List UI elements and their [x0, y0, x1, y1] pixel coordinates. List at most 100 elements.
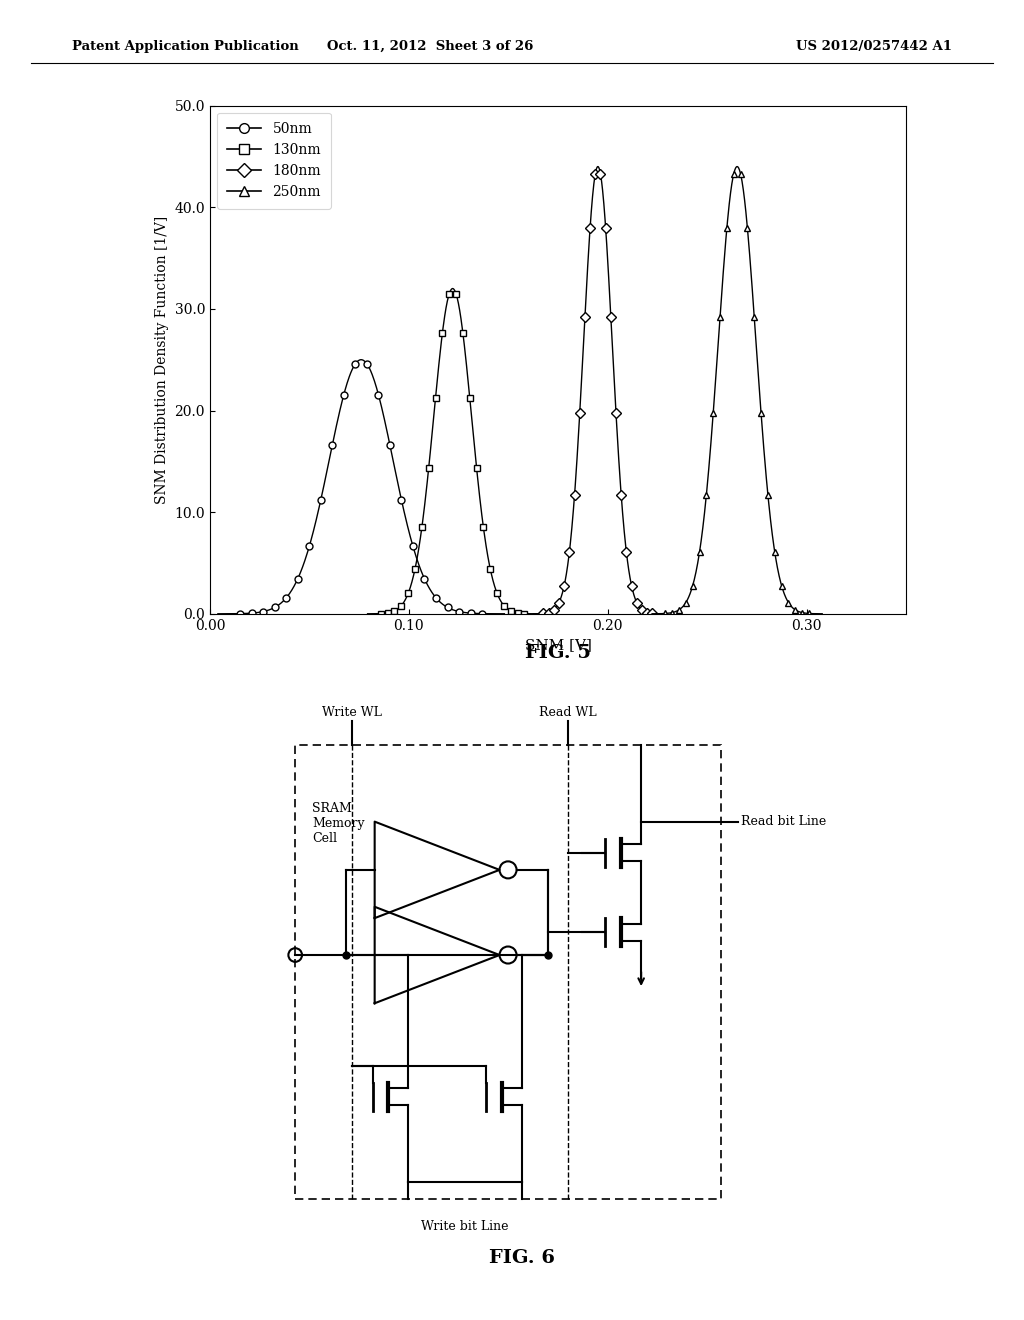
250nm	[762, 487, 774, 503]
250nm	[680, 594, 692, 610]
250nm	[707, 405, 719, 421]
130nm	[436, 325, 449, 341]
Text: Oct. 11, 2012  Sheet 3 of 26: Oct. 11, 2012 Sheet 3 of 26	[327, 40, 534, 53]
X-axis label: SNM [V]: SNM [V]	[524, 638, 592, 652]
250nm	[749, 309, 761, 325]
50nm	[453, 603, 465, 619]
250nm	[775, 578, 787, 594]
250nm	[728, 166, 740, 182]
50nm	[430, 590, 442, 606]
180nm	[621, 544, 633, 560]
180nm	[573, 405, 586, 421]
50nm	[338, 387, 350, 403]
50nm	[246, 605, 258, 620]
130nm	[477, 520, 489, 536]
Y-axis label: SNM Distribution Density Function [1/V]: SNM Distribution Density Function [1/V]	[155, 215, 169, 504]
180nm	[594, 166, 606, 182]
130nm	[402, 586, 415, 602]
250nm	[796, 605, 808, 620]
Text: FIG. 5: FIG. 5	[525, 644, 591, 663]
250nm	[790, 602, 802, 618]
250nm	[769, 544, 781, 560]
130nm	[450, 286, 462, 302]
Text: SRAM
Memory
Cell: SRAM Memory Cell	[312, 801, 365, 845]
Line: 130nm: 130nm	[378, 290, 528, 616]
250nm	[741, 220, 754, 236]
50nm	[419, 570, 431, 586]
180nm	[636, 602, 648, 618]
50nm	[476, 606, 488, 622]
130nm	[457, 325, 469, 341]
50nm	[327, 437, 339, 453]
50nm	[373, 387, 385, 403]
180nm	[610, 405, 623, 421]
Text: Write bit Line: Write bit Line	[422, 1220, 509, 1233]
130nm	[464, 389, 476, 405]
Text: US 2012/0257442 A1: US 2012/0257442 A1	[797, 40, 952, 53]
180nm	[579, 309, 591, 325]
130nm	[423, 461, 435, 477]
180nm	[626, 578, 638, 594]
50nm	[314, 492, 327, 508]
180nm	[641, 605, 653, 620]
50nm	[281, 590, 293, 606]
130nm	[388, 603, 400, 619]
180nm	[543, 605, 555, 620]
180nm	[538, 606, 550, 622]
50nm	[292, 570, 304, 586]
180nm	[631, 594, 643, 610]
180nm	[553, 594, 565, 610]
50nm	[303, 539, 315, 554]
250nm	[714, 309, 726, 325]
Line: 250nm: 250nm	[662, 170, 812, 616]
130nm	[409, 561, 421, 577]
180nm	[599, 220, 611, 236]
50nm	[349, 356, 361, 372]
50nm	[395, 492, 408, 508]
250nm	[659, 606, 672, 622]
130nm	[443, 286, 456, 302]
Line: 50nm: 50nm	[237, 360, 485, 616]
180nm	[563, 544, 575, 560]
Text: Write WL: Write WL	[322, 706, 382, 719]
180nm	[568, 487, 581, 503]
180nm	[589, 166, 601, 182]
130nm	[505, 603, 517, 619]
Legend: 50nm, 130nm, 180nm, 250nm: 50nm, 130nm, 180nm, 250nm	[217, 112, 331, 209]
130nm	[511, 605, 523, 620]
250nm	[666, 605, 678, 620]
50nm	[234, 606, 247, 622]
Text: FIG. 6: FIG. 6	[489, 1249, 555, 1267]
180nm	[584, 220, 596, 236]
250nm	[673, 602, 685, 618]
180nm	[558, 578, 570, 594]
250nm	[686, 578, 698, 594]
130nm	[490, 586, 503, 602]
130nm	[518, 606, 530, 622]
50nm	[360, 356, 373, 372]
50nm	[268, 599, 281, 615]
130nm	[382, 605, 394, 620]
180nm	[605, 309, 617, 325]
130nm	[416, 520, 428, 536]
Text: Read bit Line: Read bit Line	[740, 816, 826, 828]
50nm	[465, 605, 477, 620]
50nm	[257, 603, 269, 619]
130nm	[429, 389, 441, 405]
250nm	[693, 544, 706, 560]
130nm	[470, 461, 482, 477]
130nm	[395, 598, 408, 614]
250nm	[734, 166, 746, 182]
250nm	[803, 606, 815, 622]
180nm	[646, 606, 658, 622]
50nm	[441, 599, 454, 615]
Text: Patent Application Publication: Patent Application Publication	[72, 40, 298, 53]
180nm	[615, 487, 628, 503]
Bar	[295, 744, 721, 1199]
130nm	[484, 561, 497, 577]
50nm	[384, 437, 396, 453]
250nm	[782, 594, 795, 610]
Line: 180nm: 180nm	[540, 170, 655, 616]
50nm	[407, 539, 419, 554]
130nm	[498, 598, 510, 614]
